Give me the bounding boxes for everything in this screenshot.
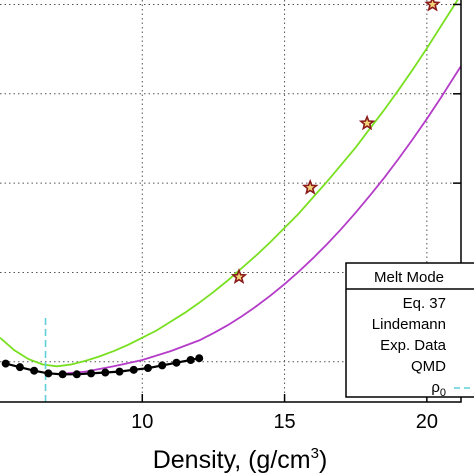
- qmd-point: [230, 268, 248, 285]
- exp-data-point: [101, 368, 110, 377]
- x-tick-label: 10: [131, 411, 153, 433]
- exp-data-point: [195, 354, 204, 363]
- exp-data-point: [158, 361, 167, 370]
- exp-data-point: [115, 367, 124, 376]
- exp-data-point: [44, 369, 53, 378]
- qmd-point: [301, 178, 319, 195]
- x-axis: 10 15 20: [131, 3, 461, 433]
- legend-title: Melt Mode: [374, 269, 444, 286]
- x-axis-label-close: ): [319, 446, 327, 474]
- exp-data-point: [30, 366, 39, 375]
- legend-entry-label: Lindemann: [372, 316, 446, 333]
- exp-data-point: [87, 369, 96, 378]
- qmd-point: [358, 114, 376, 131]
- exp-data-point: [143, 364, 152, 373]
- legend-entry-label: Eq. 37: [403, 295, 446, 312]
- lindemann-line: [56, 65, 462, 376]
- legend-entry-label: Exp. Data: [380, 337, 447, 354]
- exp-data-point: [15, 363, 24, 372]
- exp-data-point: [1, 359, 10, 368]
- plot-frame: [0, 0, 462, 403]
- exp-data-point: [186, 356, 195, 365]
- qmd-point: [424, 0, 441, 12]
- legend-entry-label: ρ0: [431, 379, 446, 399]
- exp-data-point: [129, 365, 138, 374]
- exp-data-point: [58, 370, 67, 379]
- legend-entries: Eq. 37 Lindemann Exp. Data QMD ρ0: [372, 295, 474, 399]
- legend-entry-label: QMD: [411, 358, 446, 375]
- x-axis-label-main: Density, (g/cm: [153, 446, 311, 474]
- legend-box: [345, 262, 474, 398]
- x-axis-label: Density, (g/cm3): [153, 445, 328, 474]
- exp-data-point: [172, 358, 181, 367]
- x-axis-label-superscript: 3: [311, 445, 319, 462]
- x-tick-label: 20: [416, 411, 438, 433]
- plot-markers: [1, 0, 441, 379]
- legend: Melt Mode Eq. 37 Lindemann Exp. Data QMD ρ0: [345, 262, 474, 399]
- grid-lines: [0, 0, 461, 402]
- exp-data-point: [72, 370, 81, 379]
- x-tick-label: 15: [273, 411, 295, 433]
